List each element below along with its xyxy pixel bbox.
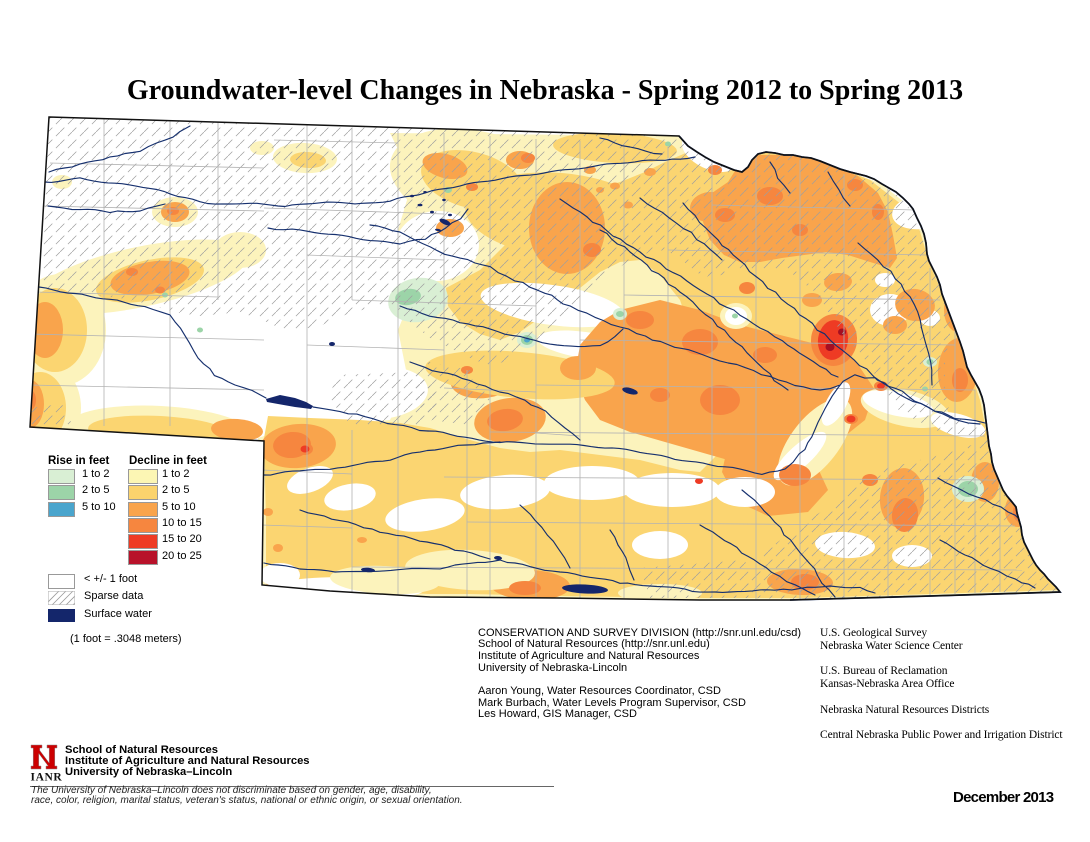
svg-text:IANR: IANR (31, 772, 63, 784)
